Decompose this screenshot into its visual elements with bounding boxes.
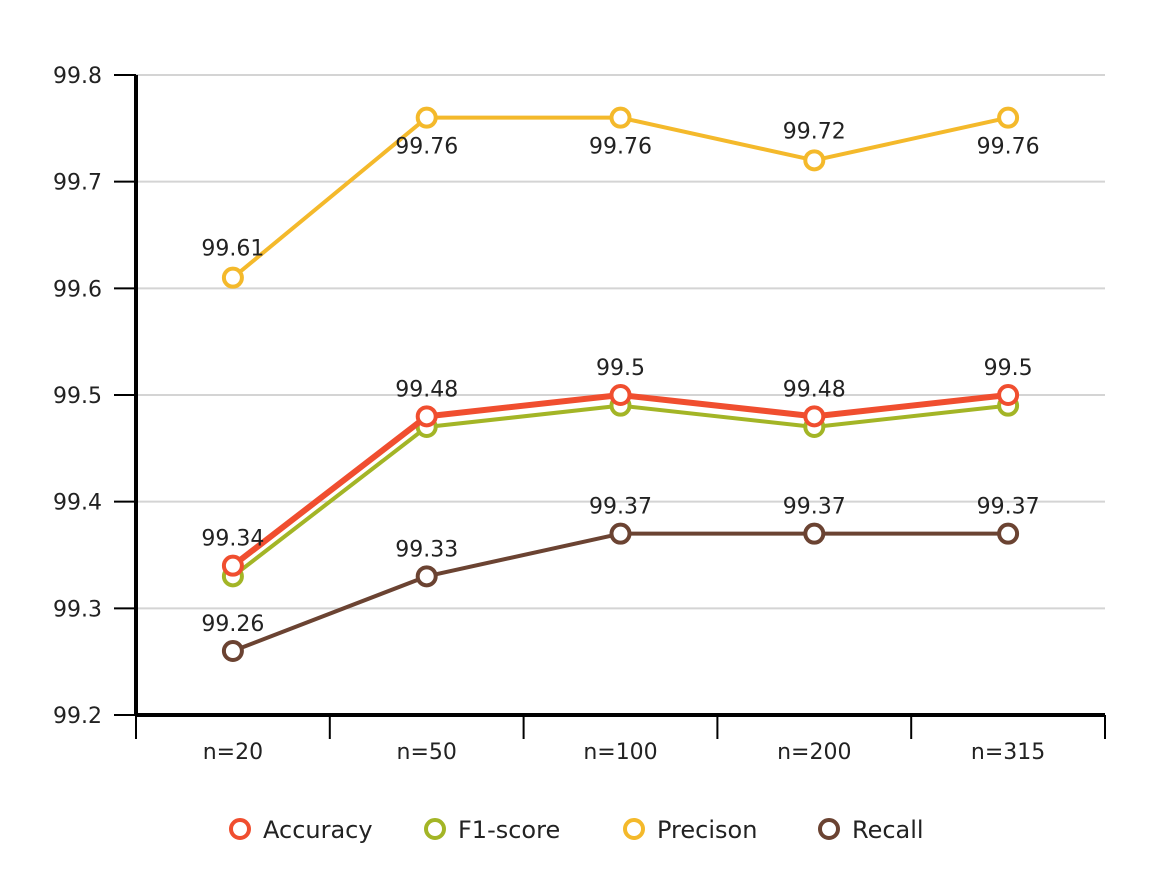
data-label: 99.34 (201, 527, 264, 552)
data-label: 99.76 (589, 135, 652, 160)
data-point (609, 522, 632, 545)
legend-item: Precison (623, 816, 757, 844)
legend-label: Precison (657, 816, 757, 844)
data-label: 99.76 (977, 135, 1040, 160)
legend-marker (818, 818, 840, 840)
data-label: 99.61 (201, 237, 264, 262)
series-accuracy (221, 384, 1020, 577)
legend-marker (229, 818, 251, 840)
x-tick-label: n=315 (971, 740, 1045, 765)
data-point (221, 640, 244, 662)
legend-item: Accuracy (229, 816, 373, 844)
y-tick-label: 99.4 (53, 491, 102, 516)
data-labels: 99.34 99.48 99.5 99.48 99.5 99.61 99.76 99.76 99… (201, 119, 1039, 637)
data-label: 99.48 (783, 377, 846, 402)
data-label: 99.37 (977, 495, 1040, 520)
legend-label: Recall (852, 816, 924, 844)
y-axis-ticks: 99.2 99.3 99.4 99.5 99.6 99.7 99.8 (53, 64, 136, 729)
y-tick-label: 99.5 (53, 384, 102, 409)
data-point (997, 384, 1020, 406)
data-point (997, 106, 1020, 129)
data-point (803, 522, 826, 545)
x-tick-label: n=20 (203, 740, 263, 765)
data-label: 99.37 (783, 495, 846, 520)
legend-item: F1-score (424, 816, 560, 844)
series-group (221, 106, 1020, 662)
y-tick-label: 99.2 (53, 704, 102, 729)
y-tick-label: 99.6 (53, 277, 102, 302)
x-tick-label: n=100 (583, 740, 657, 765)
data-point (997, 522, 1020, 545)
data-label: 99.33 (395, 537, 458, 562)
x-axis-ticks: n=20 n=50 n=100 n=200 n=315 (135, 715, 1106, 765)
data-label: 99.26 (201, 612, 264, 637)
x-tick-label: n=200 (777, 740, 851, 765)
y-tick-label: 99.3 (53, 597, 102, 622)
data-label: 99.76 (395, 135, 458, 160)
series-f1-score (221, 394, 1020, 588)
series-line (232, 531, 1009, 653)
data-label: 99.48 (395, 377, 458, 402)
data-point (803, 149, 826, 172)
data-label: 99.5 (984, 356, 1033, 381)
legend: Accuracy F1-score Precison Recall (229, 816, 924, 844)
legend-marker (623, 818, 645, 840)
series-recall (221, 522, 1020, 662)
data-point (221, 266, 244, 289)
data-point (221, 554, 244, 577)
data-point (609, 384, 632, 406)
series-line (231, 403, 1009, 578)
legend-label: Accuracy (263, 816, 373, 844)
data-point (415, 106, 438, 129)
series-precison (221, 106, 1020, 289)
x-tick-label: n=50 (397, 740, 457, 765)
data-label: 99.72 (783, 119, 846, 144)
legend-marker (424, 818, 446, 840)
y-tick-label: 99.7 (53, 171, 102, 196)
data-point (415, 405, 438, 428)
data-point (609, 106, 632, 129)
data-label: 99.37 (589, 495, 652, 520)
data-label: 99.5 (596, 356, 645, 381)
y-tick-label: 99.8 (53, 64, 102, 89)
data-point (803, 405, 826, 428)
data-point (415, 565, 438, 588)
legend-item: Recall (818, 816, 924, 844)
legend-label: F1-score (458, 816, 560, 844)
